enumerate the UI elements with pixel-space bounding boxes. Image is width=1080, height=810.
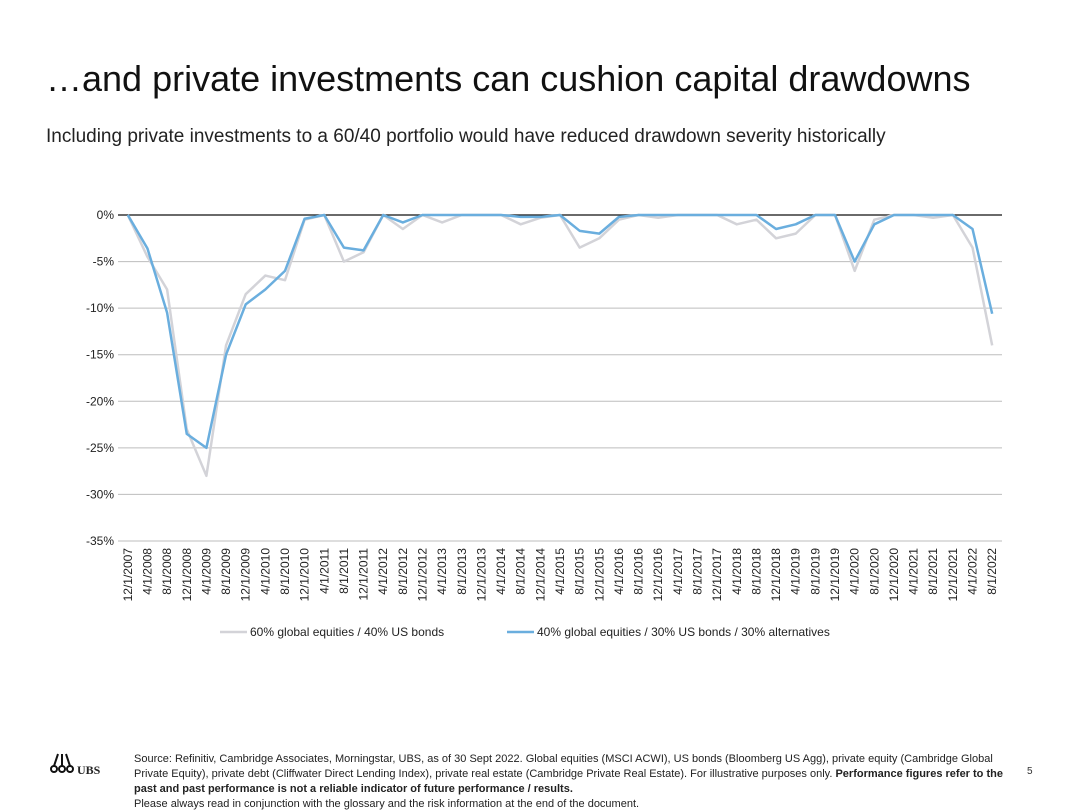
x-tick-label: 12/1/2021	[946, 548, 960, 602]
footnote: Source: Refinitiv, Cambridge Associates,…	[134, 752, 1019, 810]
y-tick-label: -10%	[86, 301, 114, 315]
y-tick-label: -5%	[93, 255, 115, 269]
x-tick-label: 12/1/2008	[180, 548, 194, 602]
x-tick-label: 12/1/2014	[533, 548, 547, 602]
x-tick-label: 12/1/2016	[651, 548, 665, 602]
x-tick-label: 8/1/2019	[808, 548, 822, 595]
logo-text: UBS	[77, 763, 101, 777]
note2: Please always read in conjunction with t…	[134, 798, 640, 810]
subtitle: Including private investments to a 60/40…	[46, 126, 886, 147]
source: Source: Refinitiv, Cambridge Associates,…	[134, 753, 993, 780]
x-tick-label: 8/1/2022	[985, 548, 999, 595]
x-tick-label: 12/1/2009	[239, 548, 253, 602]
x-tick-label: 8/1/2021	[926, 548, 940, 595]
x-tick-label: 4/1/2016	[612, 548, 626, 595]
page-number: 5	[1027, 766, 1033, 777]
y-tick-label: -30%	[86, 487, 114, 501]
x-tick-label: 8/1/2014	[514, 548, 528, 595]
y-tick-label: -20%	[86, 394, 114, 408]
x-tick-label: 12/1/2018	[769, 548, 783, 602]
x-tick-label: 4/1/2018	[730, 548, 744, 595]
x-tick-label: 4/1/2011	[317, 548, 331, 594]
y-tick-label: -35%	[86, 534, 114, 548]
x-tick-label: 12/1/2015	[592, 548, 606, 602]
x-tick-label: 8/1/2017	[691, 548, 705, 595]
chart: 0% -5% -10% -15% -20% -25% -30% -35% 12/1/2007 4/…	[86, 208, 1002, 639]
x-tick-label: 4/1/2012	[376, 548, 390, 595]
x-tick-label: 4/1/2019	[789, 548, 803, 595]
x-tick-label: 8/1/2016	[632, 548, 646, 595]
x-tick-label: 12/1/2019	[828, 548, 842, 602]
y-tick-label: -25%	[86, 441, 114, 455]
x-tick-label: 4/1/2009	[199, 548, 213, 595]
legend-label: 40% global equities / 30% US bonds / 30%…	[537, 625, 830, 639]
x-tick-label: 4/1/2017	[671, 548, 685, 595]
x-tick-label: 4/1/2014	[494, 548, 508, 595]
y-tick-label: -15%	[86, 348, 114, 362]
disclaimer: Performance figures refer to the past an…	[134, 768, 1003, 795]
x-tick-label: 8/1/2020	[867, 548, 881, 595]
x-tick-label: 8/1/2018	[749, 548, 763, 595]
x-tick-label: 4/1/2020	[848, 548, 862, 595]
x-tick-label: 12/1/2011	[357, 548, 371, 601]
x-tick-label: 12/1/2013	[474, 548, 488, 602]
x-tick-label: 4/1/2008	[140, 548, 154, 595]
series-line	[126, 213, 994, 450]
x-tick-label: 4/1/2021	[907, 548, 921, 595]
legend-label: 60% global equities / 40% US bonds	[250, 625, 444, 639]
x-tick-label: 12/1/2017	[710, 548, 724, 602]
logo: UBS	[50, 753, 101, 777]
x-tick-label: 8/1/2015	[573, 548, 587, 595]
x-tick-label: 8/1/2008	[160, 548, 174, 595]
x-tick-label: 8/1/2009	[219, 548, 233, 595]
logo-keys	[50, 753, 74, 773]
x-tick-label: 4/1/2013	[435, 548, 449, 595]
x-tick-label: 12/1/2010	[298, 548, 312, 602]
y-tick-label: 0%	[97, 208, 115, 222]
title: …and private investments can cushion cap…	[46, 58, 971, 99]
x-tick-label: 4/1/2022	[966, 548, 980, 595]
x-tick-label: 12/1/2007	[121, 548, 135, 602]
x-tick-label: 8/1/2011	[337, 548, 351, 594]
x-tick-label: 4/1/2010	[258, 548, 272, 595]
x-tick-label: 4/1/2015	[553, 548, 567, 595]
x-tick-label: 12/1/2020	[887, 548, 901, 602]
series-line	[126, 213, 994, 478]
x-tick-label: 8/1/2013	[455, 548, 469, 595]
x-tick-label: 12/1/2012	[415, 548, 429, 602]
x-tick-label: 8/1/2012	[396, 548, 410, 595]
x-tick-label: 8/1/2010	[278, 548, 292, 595]
